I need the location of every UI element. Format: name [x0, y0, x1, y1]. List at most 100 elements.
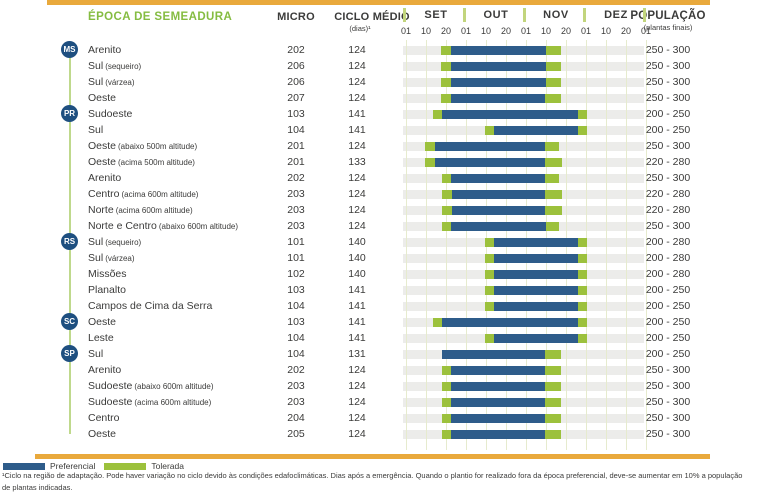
ciclo-value: 124 [348, 188, 366, 200]
ciclo-value: 124 [348, 396, 366, 408]
region-name: Sudoeste [88, 108, 133, 120]
bar-segment-tolerada [442, 413, 451, 423]
timeline-bar [403, 218, 646, 234]
bar-segment-preferencial [451, 413, 545, 423]
bar-segment-tolerada [442, 381, 451, 391]
bar-segment-tolerada [442, 205, 452, 215]
ciclo-value: 124 [348, 92, 366, 104]
bar-segment-tolerada [425, 141, 435, 151]
populacao-value: 250 - 300 [645, 412, 691, 424]
ciclo-value: 131 [348, 348, 366, 360]
bar-segment-preferencial [442, 109, 578, 119]
ciclo-value: 124 [348, 412, 366, 424]
micro-value: 206 [287, 60, 305, 72]
region-name: Arenito [88, 364, 122, 376]
ciclo-value: 140 [348, 252, 366, 264]
ciclo-value: 141 [348, 108, 366, 120]
bar-segment-preferencial [451, 77, 546, 87]
month-separator [643, 8, 646, 22]
populacao-value: 250 - 300 [645, 364, 691, 376]
bar-segment-preferencial [442, 317, 578, 327]
micro-value: 104 [287, 300, 305, 312]
state-badge: MS [61, 41, 78, 58]
region-label: Oeste [88, 92, 116, 104]
month-separator [463, 8, 466, 22]
micro-value: 203 [287, 220, 305, 232]
table-row: PR Sudoeste 103 141 200 - 250 [0, 105, 759, 122]
tolerada-legend-label: Tolerada [151, 461, 184, 471]
table-row: Arenito 202 124 250 - 300 [0, 170, 759, 186]
timeline-bar [403, 410, 646, 426]
gridline [605, 40, 607, 450]
populacao-value: 220 - 280 [645, 204, 691, 216]
bar-segment-preferencial [494, 301, 578, 311]
region-name: Sudoeste [88, 396, 133, 408]
region-name: Sul [88, 76, 104, 88]
table-row: Missões 102 140 200 - 280 [0, 266, 759, 282]
bar-segment-preferencial [451, 429, 545, 439]
region-label: Planalto [88, 284, 126, 296]
bar-segment-tolerada [578, 285, 587, 295]
bar-segment-preferencial [494, 285, 578, 295]
gridline [645, 40, 647, 450]
month-label: OUT [483, 9, 509, 21]
bar-segment-preferencial [451, 221, 546, 231]
populacao-value: 200 - 250 [645, 284, 691, 296]
populacao-value: 250 - 300 [645, 396, 691, 408]
timeline-bar [403, 282, 646, 298]
bar-segment-tolerada [441, 93, 451, 103]
timeline-bar [403, 154, 646, 170]
micro-value: 201 [287, 140, 305, 152]
tick-label: 10 [420, 26, 431, 36]
region-label: Centro (acima 600m altitude) [88, 188, 198, 200]
table-row: Oeste (abaixo 500m altitude) 201 124 250 … [0, 138, 759, 154]
region-name: Oeste [88, 428, 117, 440]
gridline [425, 40, 427, 450]
bar-segment-tolerada [545, 397, 561, 407]
micro-value: 203 [287, 204, 305, 216]
region-label: Arenito [88, 44, 121, 56]
ciclo-value: 141 [348, 284, 366, 296]
ciclo-column-header: CICLO MÉDIO [334, 11, 410, 23]
timeline-bar [403, 186, 646, 202]
populacao-value: 200 - 250 [645, 332, 691, 344]
region-name: Centro [88, 412, 120, 424]
table-row: Oeste 207 124 250 - 300 [0, 90, 759, 106]
bar-segment-tolerada [442, 173, 451, 183]
region-qualifier: (abaixo 600m altitude) [158, 222, 239, 231]
region-qualifier: (sequeiro) [105, 238, 142, 247]
table-row: Sudoeste (abaixo 600m altitude) 203 124 2… [0, 378, 759, 394]
timeline-bar [403, 346, 646, 362]
ciclo-value: 140 [348, 268, 366, 280]
tick-label: 01 [640, 26, 651, 36]
month-label: NOV [543, 9, 569, 21]
ciclo-value: 124 [348, 380, 366, 392]
ciclo-value: 124 [348, 60, 366, 72]
bar-segment-tolerada [433, 109, 442, 119]
table-row: Sul (várzea) 206 124 250 - 300 [0, 74, 759, 90]
ciclo-value: 140 [348, 236, 366, 248]
region-label: Centro [88, 412, 120, 424]
bar-segment-tolerada [545, 157, 562, 167]
micro-value: 205 [287, 428, 305, 440]
timeline-bar [403, 138, 646, 154]
micro-value: 103 [287, 284, 305, 296]
bar-segment-preferencial [494, 333, 578, 343]
bar-segment-tolerada [578, 301, 587, 311]
timeline-bar [403, 298, 646, 314]
region-qualifier: (várzea) [105, 78, 135, 87]
micro-value: 103 [287, 108, 305, 120]
bar-segment-tolerada [485, 301, 494, 311]
region-name: Oeste [88, 92, 117, 104]
region-name: Norte e Centro [88, 220, 157, 232]
region-label: Oeste (acima 500m altitude) [88, 156, 195, 168]
bar-segment-preferencial [494, 269, 578, 279]
ciclo-value: 124 [348, 220, 366, 232]
region-qualifier: (acima 600m altitude) [121, 190, 199, 199]
timeline-bar [403, 42, 646, 58]
populacao-value: 200 - 280 [645, 268, 691, 280]
ciclo-value: 141 [348, 332, 366, 344]
table-row: SP Sul 104 131 200 - 250 [0, 345, 759, 362]
region-label: Sul [88, 348, 103, 360]
bar-segment-tolerada [546, 61, 561, 71]
